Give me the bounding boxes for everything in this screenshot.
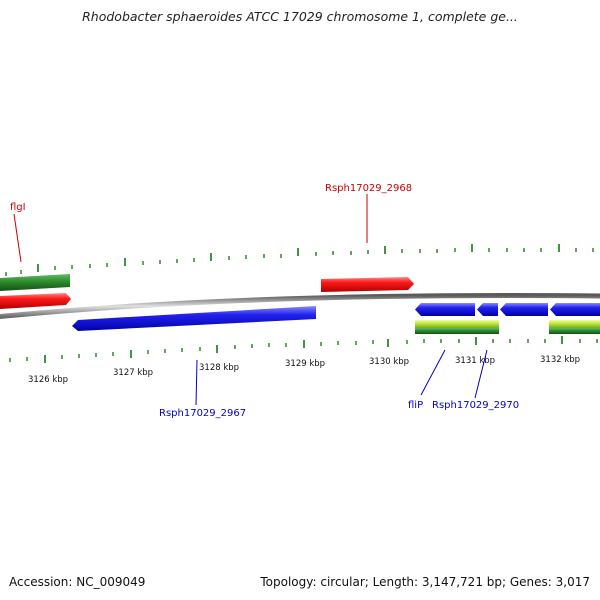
gene-feature-flgI[interactable] bbox=[0, 293, 71, 309]
gene-label-flgI[interactable]: flgI bbox=[10, 202, 26, 213]
feature-green-track[interactable] bbox=[549, 328, 600, 334]
gene-label-rsph17029-2970[interactable]: Rsph17029_2970 bbox=[432, 400, 519, 411]
gene-feature-fliP[interactable] bbox=[415, 303, 475, 316]
gene-feature-blue[interactable] bbox=[500, 303, 548, 316]
map-title: Rhodobacter sphaeroides ATCC 17029 chrom… bbox=[82, 9, 518, 24]
label-leader bbox=[420, 349, 446, 396]
tick-label: 3131 kbp bbox=[455, 356, 495, 366]
gene-feature-rsph17029-2967[interactable] bbox=[72, 306, 316, 331]
feature-lime-track[interactable] bbox=[549, 320, 600, 328]
chromosome-backbone bbox=[0, 292, 600, 320]
tick-label: 3129 kbp bbox=[285, 359, 325, 369]
gene-feature-rsph17029-2970[interactable] bbox=[477, 303, 498, 316]
gene-feature-green[interactable] bbox=[0, 274, 70, 291]
label-leader bbox=[195, 359, 198, 406]
tick-label: 3132 kbp bbox=[540, 355, 580, 365]
inner-tick-row bbox=[9, 336, 598, 363]
feature-green-track[interactable] bbox=[415, 328, 499, 334]
label-leader bbox=[13, 213, 22, 263]
gene-feature-blue[interactable] bbox=[550, 303, 600, 316]
label-leader bbox=[474, 349, 488, 399]
tick-label: 3126 kbp bbox=[28, 375, 68, 385]
outer-tick-row bbox=[5, 244, 594, 276]
gene-label-rsph17029-2967[interactable]: Rsph17029_2967 bbox=[159, 408, 246, 419]
gene-label-rsph17029-2968[interactable]: Rsph17029_2968 bbox=[325, 183, 412, 194]
feature-lime-track[interactable] bbox=[415, 320, 499, 328]
tick-labels: 3126 kbp 3127 kbp 3128 kbp 3129 kbp 3130… bbox=[28, 355, 580, 385]
tick-label: 3127 kbp bbox=[113, 368, 153, 378]
tick-label: 3130 kbp bbox=[369, 357, 409, 367]
genome-summary-text: Topology: circular; Length: 3,147,721 bp… bbox=[260, 575, 590, 589]
gene-label-fliP[interactable]: fliP bbox=[408, 400, 423, 411]
gene-feature-rsph17029-2968[interactable] bbox=[321, 277, 414, 292]
tick-label: 3128 kbp bbox=[199, 363, 239, 373]
accession-text: Accession: NC_009049 bbox=[9, 575, 146, 589]
